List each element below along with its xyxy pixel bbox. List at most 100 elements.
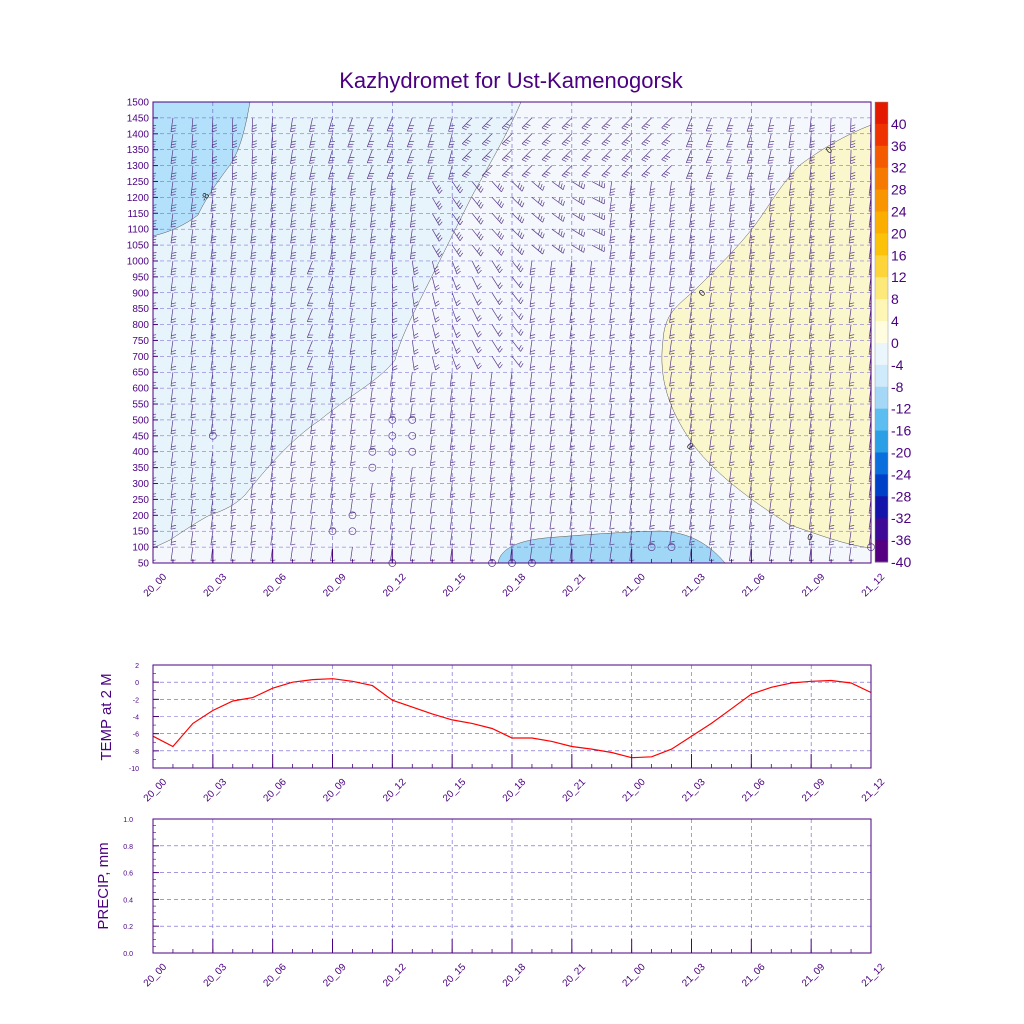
wind-barb-flag — [645, 171, 651, 174]
wind-barb — [649, 531, 652, 546]
wind-barb-flag — [789, 207, 795, 209]
wind-barb — [309, 117, 313, 132]
wind-barb-flag — [330, 207, 336, 209]
wind-barb — [729, 467, 732, 482]
wind-barb-flag — [809, 464, 814, 466]
colorbar-label: 20 — [891, 225, 907, 241]
wind-barb-flag — [689, 448, 695, 451]
wind-barb — [491, 292, 500, 305]
wind-barb — [848, 547, 852, 562]
wind-barb-flag — [598, 228, 601, 234]
wind-barb-flag — [171, 188, 177, 191]
wind-barb-flag — [569, 432, 575, 435]
wind-barb-flag — [541, 127, 547, 131]
wind-barb-flag — [290, 159, 296, 162]
wind-barb — [641, 133, 652, 144]
wind-barb-flag — [729, 222, 735, 225]
wind-barb-flag — [749, 384, 755, 387]
wind-barb — [549, 499, 553, 514]
wind-barb-flag — [689, 238, 695, 241]
wind-barb — [190, 372, 194, 387]
wind-barb — [729, 324, 732, 339]
wind-barb-flag — [251, 252, 257, 254]
wind-barb-flag — [809, 381, 815, 384]
wind-barb-flag — [809, 384, 814, 387]
wind-barb-flag — [509, 416, 515, 419]
wind-barb-flag — [350, 464, 356, 466]
wind-barb-flag — [153, 178, 155, 180]
wind-barb-flag — [868, 401, 871, 403]
wind-barb — [709, 308, 712, 323]
wind-barb-flag — [520, 267, 524, 273]
colorbar-swatch — [875, 452, 888, 475]
wind-barb — [409, 229, 413, 244]
y-tick-label: 550 — [132, 400, 149, 411]
wind-barb — [788, 276, 792, 291]
wind-barb-flag — [550, 381, 556, 384]
wind-barb — [210, 403, 214, 418]
wind-barb — [848, 213, 852, 228]
wind-barb-flag — [689, 445, 695, 448]
wind-barb-flag — [669, 464, 675, 466]
wind-barb-flag — [769, 429, 775, 432]
wind-barb-flag — [569, 527, 575, 530]
wind-barb — [230, 245, 234, 259]
wind-barb-flag — [310, 527, 316, 530]
wind-barb-flag — [330, 413, 336, 416]
wind-barb-flag — [729, 318, 735, 321]
wind-barb — [541, 165, 553, 176]
wind-barb-flag — [649, 540, 655, 543]
wind-barb — [609, 388, 613, 403]
wind-barb — [306, 308, 313, 322]
wind-barb-flag — [789, 429, 795, 432]
wind-barb-flag — [270, 400, 276, 403]
wind-barb — [271, 117, 274, 132]
wind-barb — [746, 133, 752, 148]
wind-barb-flag — [665, 123, 671, 127]
wind-barb — [589, 435, 593, 450]
wind-barb-flag — [231, 576, 236, 577]
wind-barb-flag — [538, 229, 541, 235]
wind-barb — [170, 117, 174, 132]
wind-barb-flag — [270, 496, 276, 498]
precip-x-axis: 20_00 20_03 20_06 20_09 20_12 20_15 20_18 20_21… — [142, 939, 888, 989]
wind-barb-flag — [610, 188, 616, 191]
temp-y-axis: 20-2-4-6-8-10 — [129, 663, 159, 773]
wind-barb-flag — [518, 313, 522, 318]
wind-barb — [768, 435, 772, 450]
wind-barb-flag — [669, 525, 675, 527]
wind-barb-flag — [464, 125, 469, 129]
wind-barb — [429, 419, 433, 434]
wind-barb-flag — [769, 527, 775, 530]
wind-barb-flag — [629, 384, 635, 387]
wind-barb-flag — [669, 238, 675, 241]
wind-barb — [347, 117, 353, 132]
wind-barb-flag — [470, 432, 475, 435]
wind-barb-flag — [210, 209, 216, 212]
wind-barb-flag — [550, 318, 556, 321]
wind-barb — [431, 244, 440, 258]
wind-barb-flag — [829, 525, 835, 527]
wind-barb — [601, 149, 612, 160]
wind-barb — [810, 562, 812, 563]
colorbar-swatch — [875, 167, 888, 191]
wind-barb-flag — [413, 348, 419, 352]
wind-barb — [491, 213, 502, 224]
wind-barb-flag — [509, 384, 515, 387]
wind-barb — [848, 467, 852, 482]
wind-barb-flag — [829, 334, 835, 336]
wind-barb-flag — [521, 250, 525, 255]
wind-barb-flag — [829, 480, 834, 482]
wind-barb-flag — [710, 188, 716, 191]
wind-barb-flag — [190, 289, 196, 292]
wind-barb-flag — [589, 289, 595, 292]
wind-barb-flag — [689, 480, 695, 482]
wind-barb-flag — [690, 204, 696, 207]
wind-barb-flag — [689, 337, 695, 339]
wind-barb-flag — [629, 257, 635, 260]
wind-barb — [230, 340, 234, 355]
wind-barb-flag — [569, 480, 575, 482]
wind-barb-flag — [390, 543, 396, 546]
wind-barb — [210, 181, 214, 196]
wind-barb — [230, 483, 234, 498]
